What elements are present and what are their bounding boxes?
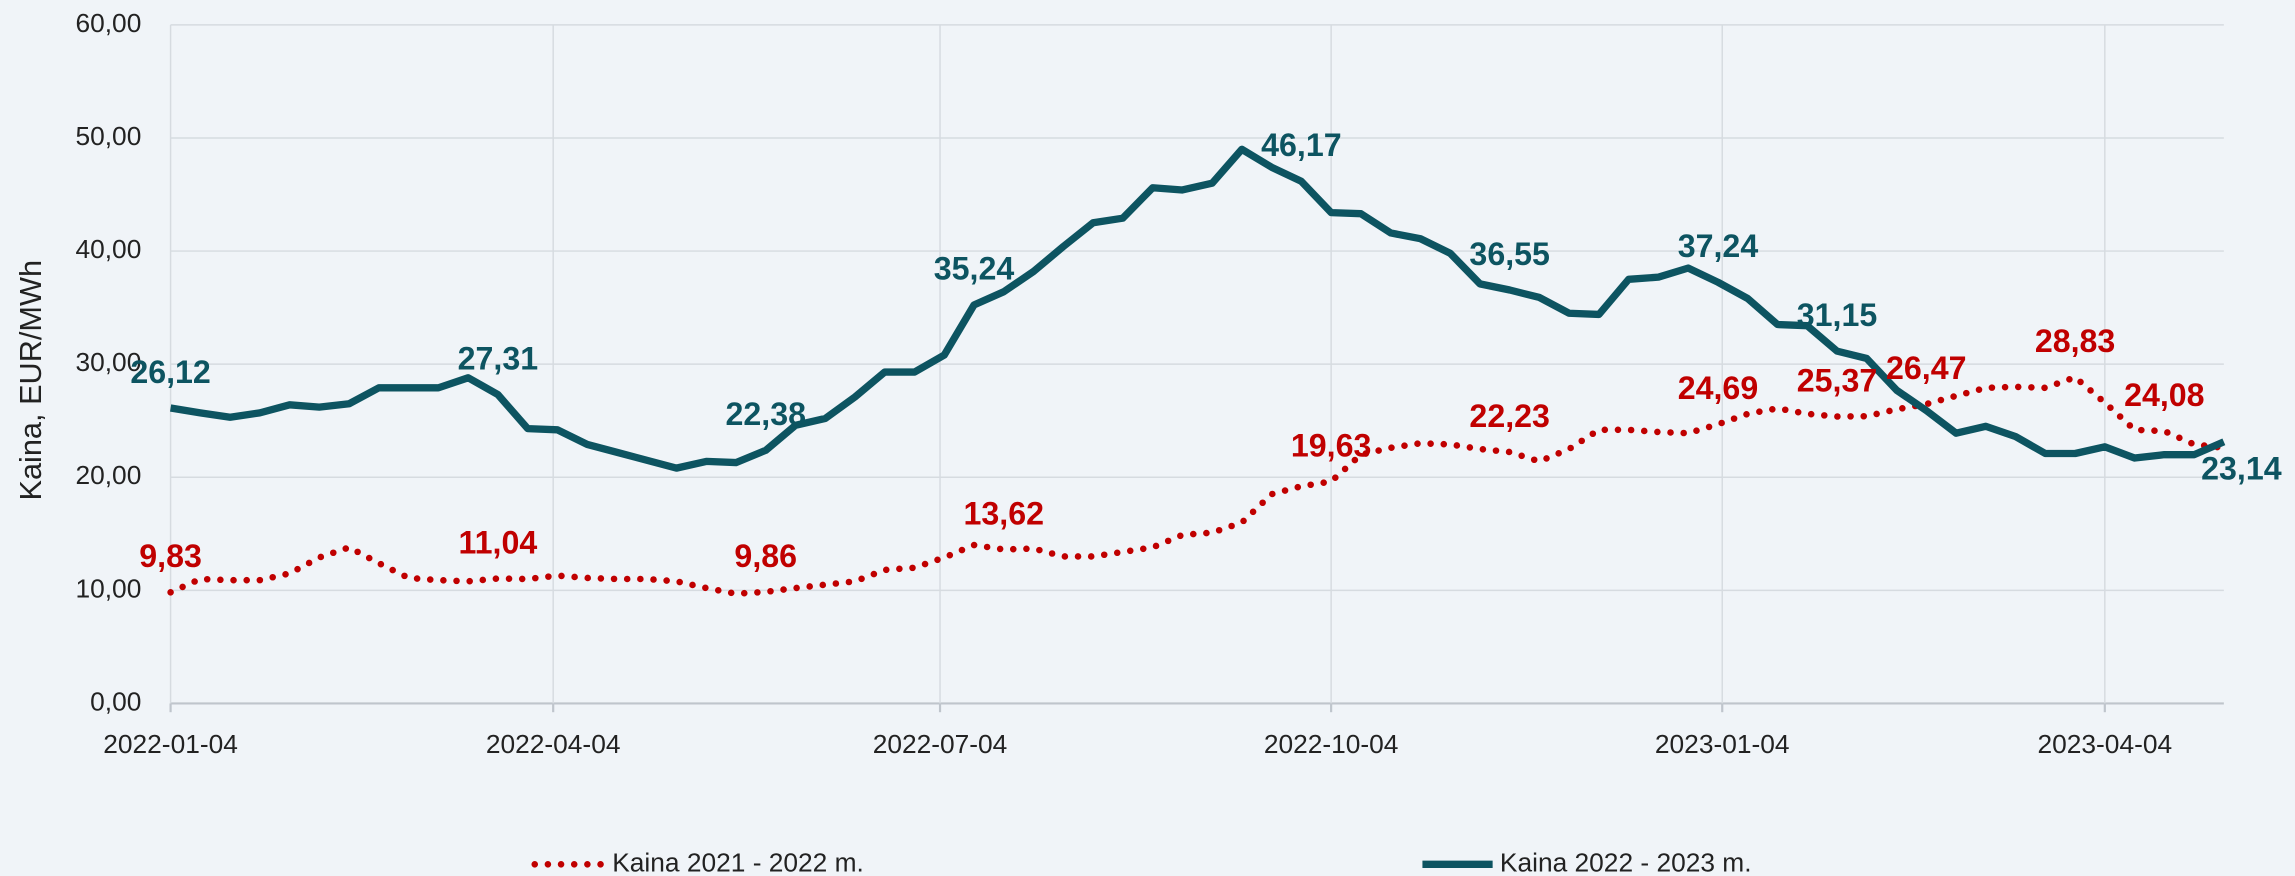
x-tick-label: 2023-01-04 xyxy=(1655,729,1790,759)
data-label: 25,37 xyxy=(1797,362,1877,398)
data-label: 24,08 xyxy=(2124,377,2204,413)
data-label: 36,55 xyxy=(1469,236,1549,272)
data-label: 13,62 xyxy=(964,495,1044,531)
data-label: 37,24 xyxy=(1678,228,1759,264)
y-tick-label: 40,00 xyxy=(75,234,141,264)
data-label: 19,63 xyxy=(1291,427,1371,463)
legend-label: Kaina 2021 - 2022 m. xyxy=(612,847,864,876)
data-label: 28,83 xyxy=(2035,323,2115,359)
data-label: 22,38 xyxy=(725,396,805,432)
y-tick-label: 50,00 xyxy=(75,121,141,151)
x-tick-label: 2023-04-04 xyxy=(2038,729,2173,759)
y-tick-label: 30,00 xyxy=(75,347,141,377)
data-label: 9,83 xyxy=(139,538,202,574)
data-label: 11,04 xyxy=(459,524,538,560)
y-tick-label: 60,00 xyxy=(75,8,141,38)
x-tick-label: 2022-07-04 xyxy=(873,729,1008,759)
y-tick-label: 20,00 xyxy=(75,460,141,490)
x-tick-label: 2022-10-04 xyxy=(1264,729,1399,759)
data-label: 24,69 xyxy=(1678,370,1758,406)
data-label: 27,31 xyxy=(458,340,538,376)
line-series xyxy=(170,145,2226,472)
data-label: 46,17 xyxy=(1261,127,1341,163)
data-label: 9,86 xyxy=(734,538,797,574)
data-label: 22,23 xyxy=(1469,398,1549,434)
x-tick-label: 2022-01-04 xyxy=(103,729,238,759)
y-tick-label: 10,00 xyxy=(75,573,141,603)
data-label: 23,14 xyxy=(2201,450,2282,486)
data-label: 35,24 xyxy=(934,251,1015,287)
legend-label: Kaina 2022 - 2023 m. xyxy=(1500,847,1752,876)
x-tick-label: 2022-04-04 xyxy=(486,729,621,759)
data-label: 31,15 xyxy=(1797,297,1877,333)
y-axis-title: Kaina, EUR/MWh xyxy=(13,260,48,501)
data-label: 26,12 xyxy=(130,354,210,390)
data-label: 26,47 xyxy=(1886,350,1966,386)
y-tick-label: 0,00 xyxy=(90,686,141,716)
